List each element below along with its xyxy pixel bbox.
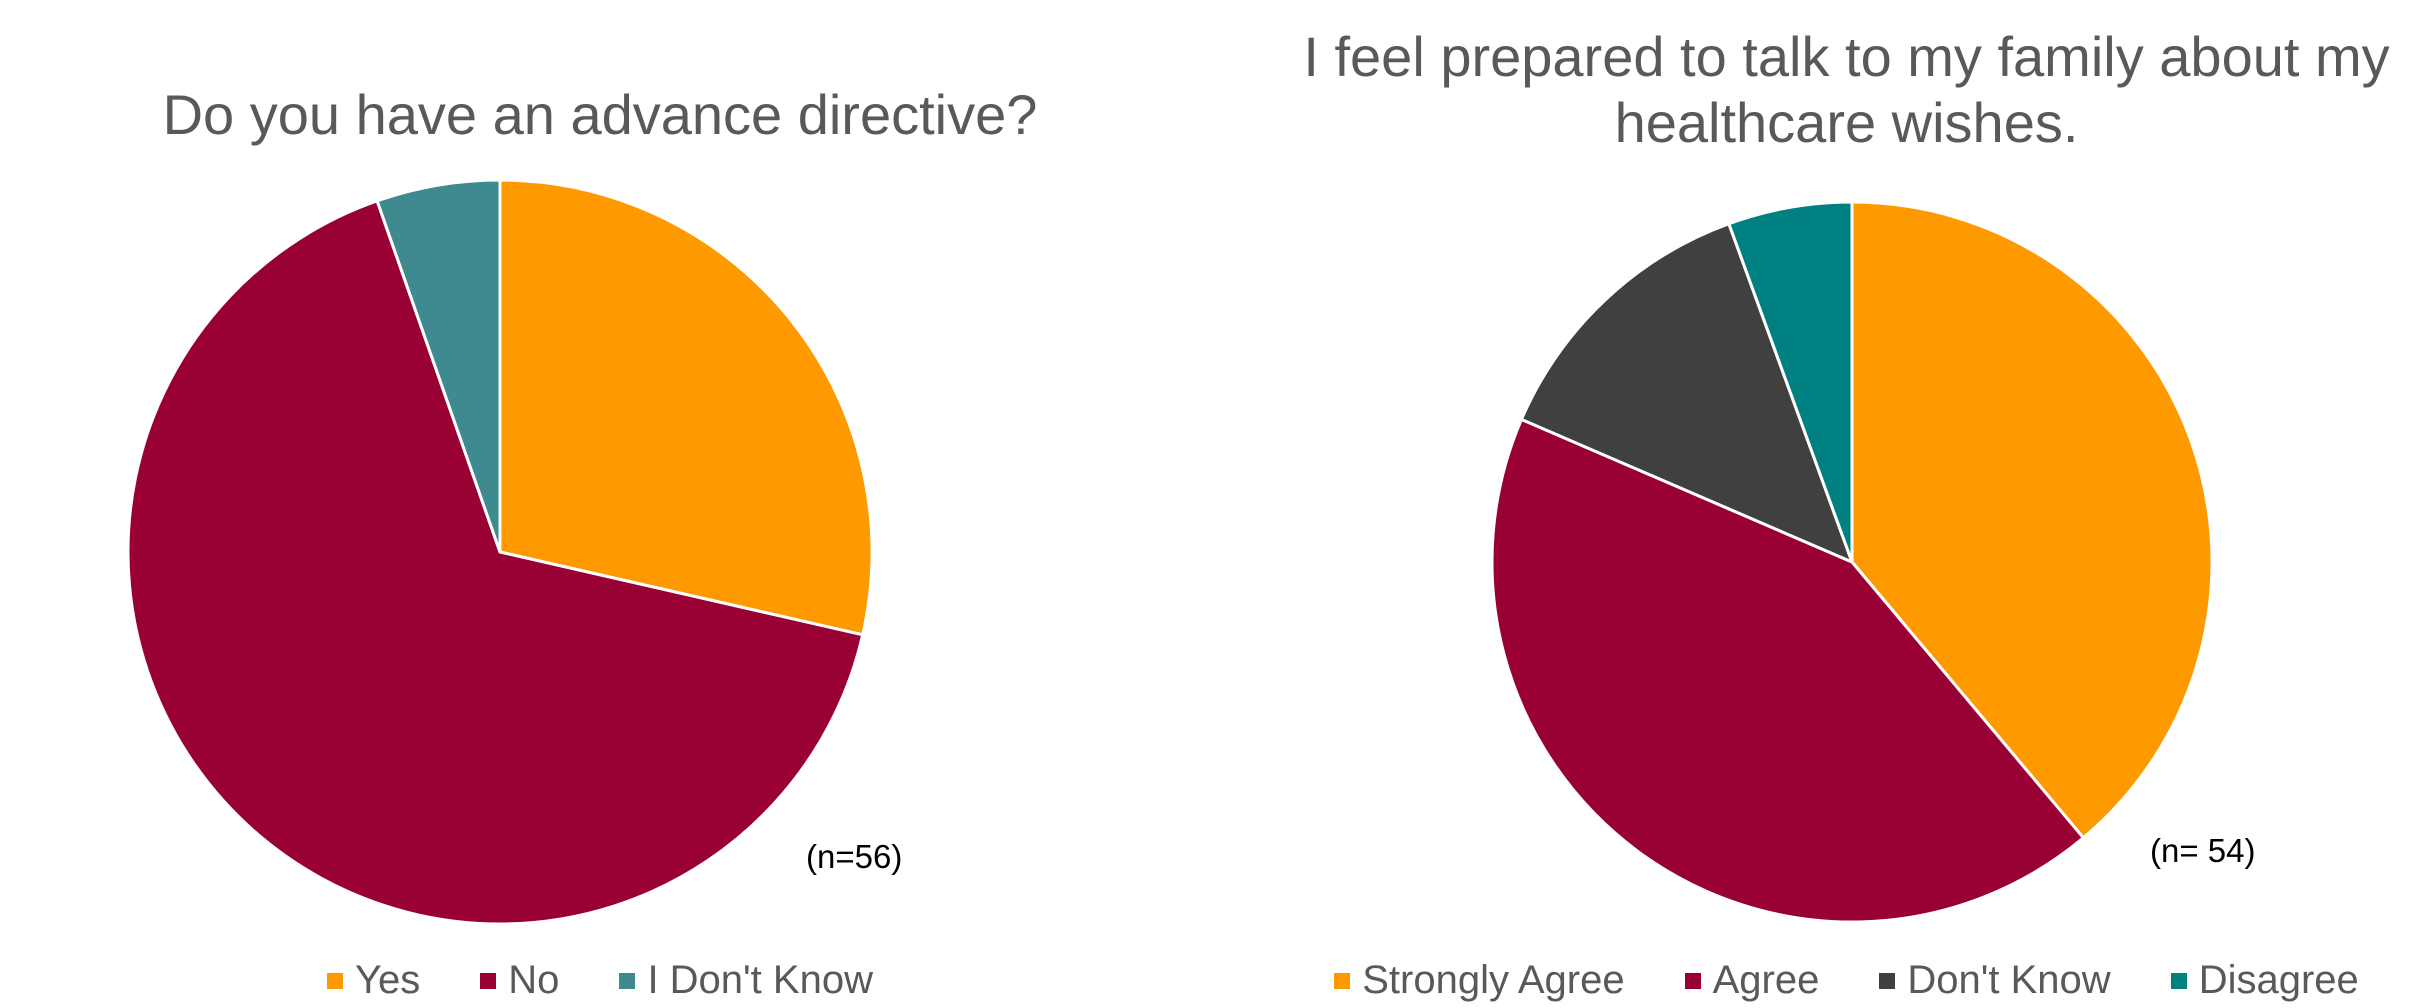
legend-item-disagree: Disagree: [2170, 958, 2359, 1003]
legend-swatch: [1684, 972, 1701, 989]
legend: Strongly Agree Agree Don't Know Disagree: [1260, 958, 2433, 1003]
legend-item-i-don-t-know: I Don't Know: [619, 958, 873, 1003]
pie-slice-don-t-know: [1519, 222, 1854, 564]
sample-size-label: (n= 54): [2150, 832, 2256, 869]
legend-swatch: [2170, 972, 2187, 989]
pie-slice-agree: [1490, 417, 2085, 924]
legend-swatch: [480, 972, 497, 989]
legend-item-strongly-agree: Strongly Agree: [1334, 958, 1625, 1003]
pie-slice-no: [126, 199, 865, 926]
pie-slice-disagree: [1727, 200, 1854, 564]
legend-label: Strongly Agree: [1362, 958, 1625, 1002]
legend-label: I Don't Know: [647, 958, 873, 1002]
pie-chart: [1490, 200, 2214, 924]
pie-slice-strongly-agree: [1850, 200, 2214, 840]
chart-prepared-to-talk: I feel prepared to talk to my family abo…: [1260, 0, 2433, 1008]
legend-label: Agree: [1712, 958, 1820, 1002]
legend-swatch: [1879, 972, 1896, 989]
legend-swatch: [1334, 972, 1351, 989]
legend-label: Don't Know: [1907, 958, 2111, 1002]
pie-chart: [126, 178, 874, 926]
pie-slice-yes: [498, 178, 874, 637]
chart-title: I feel prepared to talk to my family abo…: [1303, 25, 2390, 154]
legend-swatch: [327, 972, 344, 989]
legend-item-don-t-know: Don't Know: [1879, 958, 2111, 1003]
legend-swatch: [619, 972, 636, 989]
chart-title: Do you have an advance directive?: [162, 83, 1038, 146]
legend-item-agree: Agree: [1684, 958, 1820, 1003]
legend-item-no: No: [480, 958, 559, 1003]
legend-item-yes: Yes: [327, 958, 420, 1003]
legend-label: Disagree: [2198, 958, 2359, 1002]
sample-size-label: (n=56): [806, 838, 903, 875]
pie-slice-i-don-t-know: [375, 178, 502, 554]
legend-label: Yes: [355, 958, 421, 1002]
legend-label: No: [508, 958, 560, 1002]
legend: Yes No I Don't Know: [0, 958, 1200, 1003]
chart-advance-directive: Do you have an advance directive? (n=56)…: [0, 0, 1200, 1008]
